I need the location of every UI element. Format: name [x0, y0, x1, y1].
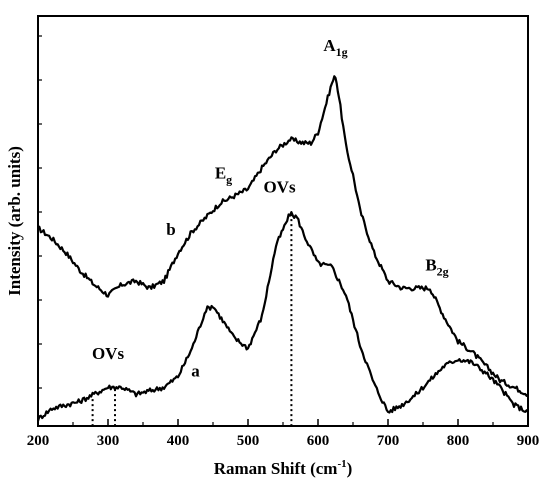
annotations: b a Eg A1g B2g OVs OVs [92, 36, 449, 381]
x-tick-label: 900 [517, 433, 540, 449]
x-tick-label: 800 [447, 433, 470, 449]
dotted-markers [91, 213, 293, 427]
x-tick-label: 500 [237, 433, 260, 449]
annotation-label: Eg [215, 163, 232, 186]
series-lines [36, 75, 529, 422]
y-axis-label: Intensity (arb. units) [5, 146, 24, 296]
x-tick-label: 400 [167, 433, 190, 449]
annotation-label: A1g [323, 36, 347, 59]
x-axis-ticks: 200 300 400 500 600 700 800 900 [27, 35, 540, 449]
x-tick-label: 300 [97, 433, 120, 449]
x-axis-label-tail: ) [347, 459, 353, 478]
x-axis-label-sup: -1 [337, 458, 346, 470]
x-tick-label: 200 [27, 433, 50, 449]
series-line-b [37, 75, 529, 397]
x-tick-label: 600 [307, 433, 330, 449]
annotation-label: OVs [263, 178, 296, 197]
annotation-label: a [191, 362, 200, 381]
series-line-a [36, 211, 529, 422]
x-tick-label: 700 [377, 433, 400, 449]
x-axis-label: Raman Shift (cm-1) [214, 458, 353, 478]
plot-frame [37, 15, 529, 427]
annotation-label: b [166, 220, 175, 239]
annotation-label: OVs [92, 344, 125, 363]
x-axis-label-main: Raman Shift (cm [214, 459, 338, 478]
annotation-label: B2g [425, 255, 448, 278]
